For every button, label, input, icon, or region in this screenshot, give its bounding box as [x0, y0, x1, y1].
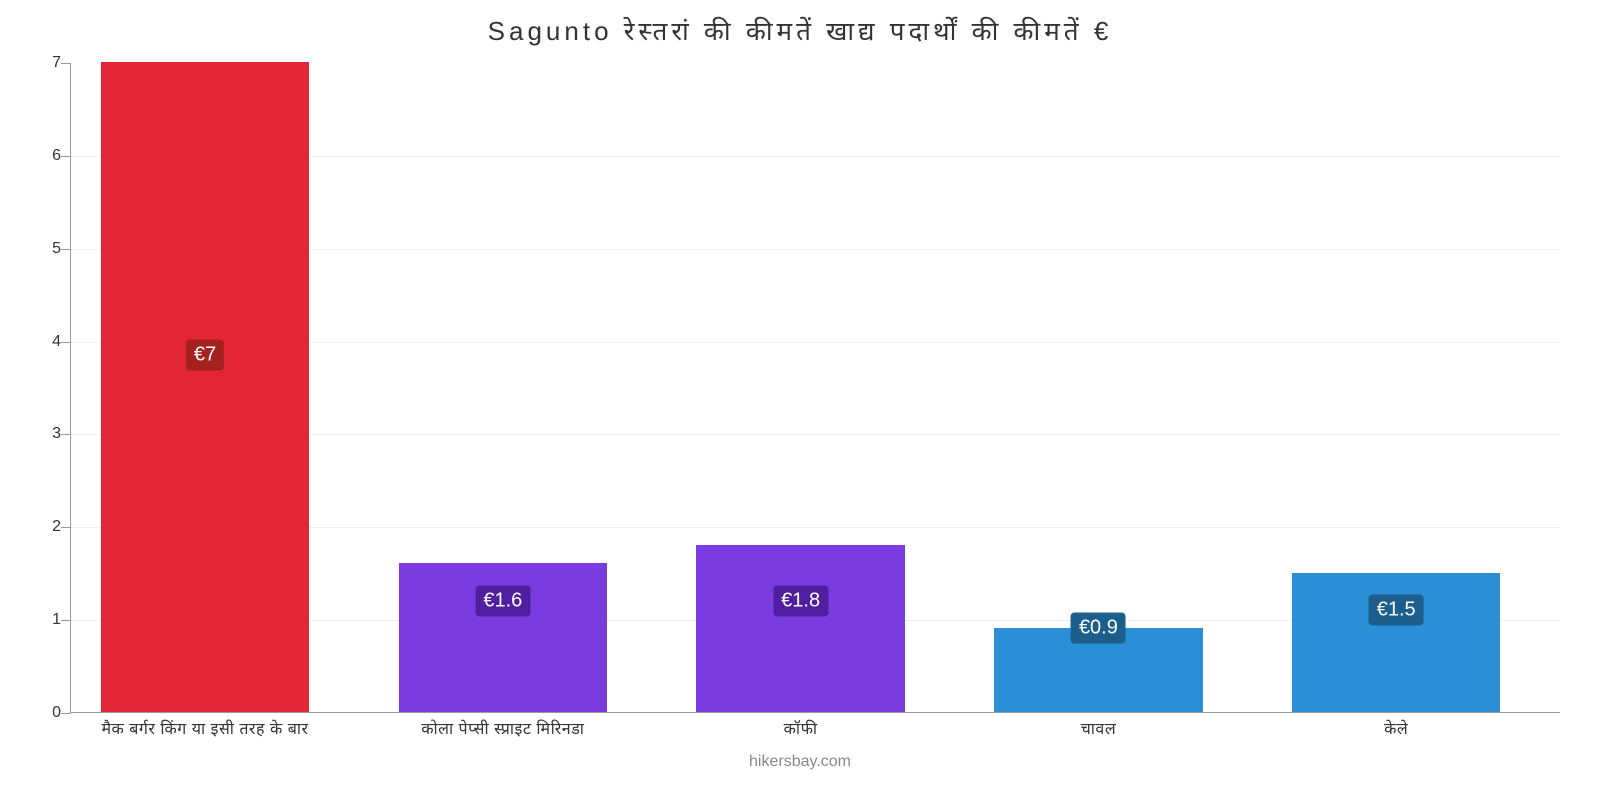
x-tick-label: कॉफी [784, 720, 818, 741]
y-tick-label: 5 [36, 240, 61, 258]
y-tick-label: 1 [36, 611, 61, 629]
y-tick [61, 249, 71, 250]
y-tick [61, 527, 71, 528]
bar [696, 545, 904, 712]
price-chart: Sagunto रेस्तरां की कीमतें खाद्य पदार्थो… [0, 0, 1600, 800]
y-tick-label: 2 [36, 518, 61, 536]
y-tick-label: 6 [36, 147, 61, 165]
bar-value-label: €1.8 [773, 585, 828, 616]
y-tick [61, 156, 71, 157]
x-tick-label: केले [1384, 720, 1408, 741]
y-tick [61, 342, 71, 343]
bar-value-label: €1.6 [475, 585, 530, 616]
chart-title: Sagunto रेस्तरां की कीमतें खाद्य पदार्थो… [30, 16, 1570, 51]
x-tick-label: चावल [1081, 720, 1117, 741]
bar-value-label: €7 [186, 339, 224, 370]
y-tick [61, 620, 71, 621]
y-tick-label: 0 [36, 704, 61, 722]
y-tick [61, 434, 71, 435]
bar [101, 62, 309, 712]
y-tick [61, 63, 71, 64]
bar-value-label: €0.9 [1071, 613, 1126, 644]
y-tick [61, 713, 71, 714]
x-tick-label: कोला पेप्सी स्प्राइट मिरिनडा [421, 720, 584, 741]
bar-value-label: €1.5 [1369, 594, 1424, 625]
y-tick-label: 7 [36, 54, 61, 72]
chart-footer: hikersbay.com [30, 753, 1570, 771]
y-tick-label: 3 [36, 425, 61, 443]
y-tick-label: 4 [36, 333, 61, 351]
plot-area: 01234567€7मैक बर्गर किंग या इसी तरह के ब… [70, 63, 1560, 713]
x-tick-label: मैक बर्गर किंग या इसी तरह के बार [101, 720, 308, 741]
